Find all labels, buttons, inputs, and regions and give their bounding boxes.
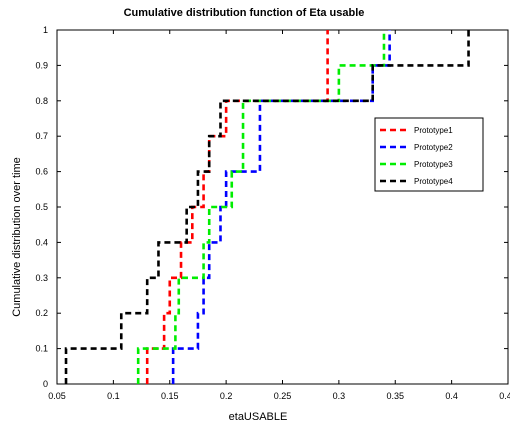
y-tick-label: 0.4 — [35, 237, 48, 247]
y-tick-label: 1 — [43, 25, 48, 35]
y-tick-label: 0.5 — [35, 202, 48, 212]
legend-entry-label: Prototype3 — [414, 160, 453, 169]
x-tick-label: 0.4 — [445, 391, 458, 401]
y-tick-label: 0.9 — [35, 60, 48, 70]
x-tick-label: 0.35 — [386, 391, 404, 401]
axis-ticks: 0.05 0.1 0.15 0.2 0.25 0.3 0.35 0.4 0.45 0 0.1 0.2 0… — [35, 25, 510, 401]
x-tick-label: 0.25 — [274, 391, 292, 401]
y-tick-label: 0.3 — [35, 273, 48, 283]
legend: Prototype1 Prototype2 Prototype3 Prototype4 — [374, 117, 484, 192]
y-tick-label: 0.7 — [35, 131, 48, 141]
x-tick-label: 0.45 — [499, 391, 510, 401]
legend-entry-label: Prototype2 — [414, 143, 453, 152]
x-tick-label: 0.1 — [107, 391, 120, 401]
y-tick-label: 0.6 — [35, 167, 48, 177]
y-tick-label: 0.1 — [35, 344, 48, 354]
series-line-prototype3 — [136, 30, 386, 384]
x-tick-label: 0.05 — [48, 391, 66, 401]
chart-title: Cumulative distribution function of Eta … — [124, 7, 365, 19]
x-axis-label: etaUSABLE — [229, 411, 288, 423]
y-tick-label: 0.2 — [35, 308, 48, 318]
x-tick-label: 0.15 — [161, 391, 179, 401]
y-axis-label: Cumulative distribution over time — [11, 157, 23, 317]
legend-entry-label: Prototype4 — [414, 177, 453, 186]
series-line-prototype2 — [171, 30, 391, 384]
legend-entry-label: Prototype1 — [414, 126, 453, 135]
series-line-prototype4 — [64, 30, 470, 384]
y-tick-label: 0.8 — [35, 96, 48, 106]
y-tick-label: 0 — [43, 379, 48, 389]
x-tick-label: 0.2 — [220, 391, 233, 401]
series-layer — [64, 30, 470, 384]
plot-frame — [56, 29, 509, 385]
x-tick-label: 0.3 — [333, 391, 346, 401]
